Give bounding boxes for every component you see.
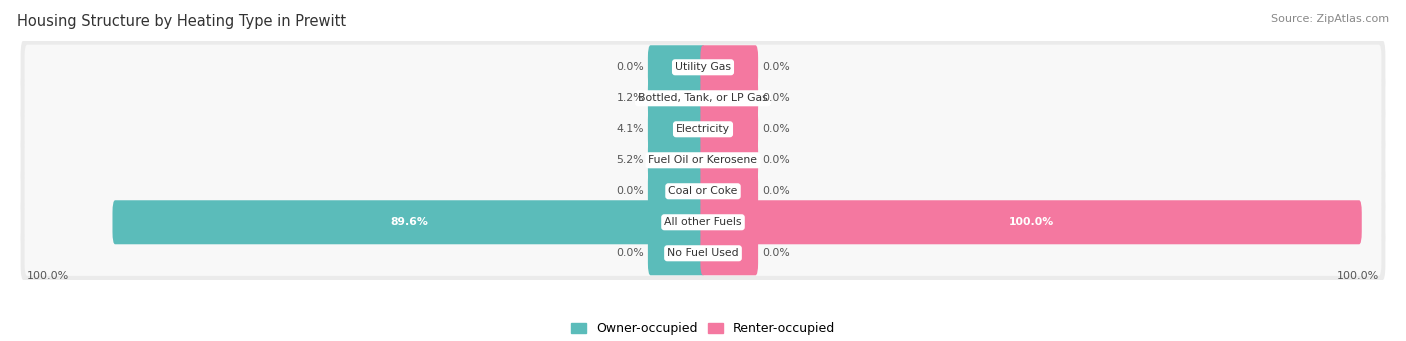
- Text: 0.0%: 0.0%: [762, 62, 790, 72]
- FancyBboxPatch shape: [700, 231, 758, 275]
- FancyBboxPatch shape: [700, 200, 1362, 244]
- FancyBboxPatch shape: [112, 200, 706, 244]
- Text: 5.2%: 5.2%: [616, 155, 644, 165]
- FancyBboxPatch shape: [21, 71, 1385, 125]
- Text: 100.0%: 100.0%: [27, 271, 69, 281]
- FancyBboxPatch shape: [700, 76, 758, 120]
- Legend: Owner-occupied, Renter-occupied: Owner-occupied, Renter-occupied: [567, 317, 839, 340]
- FancyBboxPatch shape: [24, 107, 1382, 152]
- FancyBboxPatch shape: [648, 76, 706, 120]
- FancyBboxPatch shape: [648, 231, 706, 275]
- Text: Coal or Coke: Coal or Coke: [668, 186, 738, 196]
- Text: 1.2%: 1.2%: [616, 93, 644, 103]
- Text: Bottled, Tank, or LP Gas: Bottled, Tank, or LP Gas: [638, 93, 768, 103]
- Text: 0.0%: 0.0%: [616, 248, 644, 258]
- Text: 0.0%: 0.0%: [762, 155, 790, 165]
- FancyBboxPatch shape: [24, 76, 1382, 121]
- Text: 100.0%: 100.0%: [1337, 271, 1379, 281]
- Text: 0.0%: 0.0%: [616, 186, 644, 196]
- FancyBboxPatch shape: [24, 231, 1382, 276]
- FancyBboxPatch shape: [24, 169, 1382, 214]
- FancyBboxPatch shape: [648, 45, 706, 89]
- Text: 0.0%: 0.0%: [616, 62, 644, 72]
- FancyBboxPatch shape: [21, 133, 1385, 188]
- FancyBboxPatch shape: [24, 45, 1382, 90]
- Text: Housing Structure by Heating Type in Prewitt: Housing Structure by Heating Type in Pre…: [17, 14, 346, 29]
- Text: 0.0%: 0.0%: [762, 186, 790, 196]
- FancyBboxPatch shape: [700, 45, 758, 89]
- FancyBboxPatch shape: [21, 226, 1385, 281]
- FancyBboxPatch shape: [21, 195, 1385, 250]
- FancyBboxPatch shape: [700, 169, 758, 213]
- Text: 100.0%: 100.0%: [1008, 217, 1053, 227]
- FancyBboxPatch shape: [21, 102, 1385, 157]
- FancyBboxPatch shape: [21, 40, 1385, 94]
- Text: Fuel Oil or Kerosene: Fuel Oil or Kerosene: [648, 155, 758, 165]
- FancyBboxPatch shape: [700, 138, 758, 182]
- FancyBboxPatch shape: [24, 199, 1382, 245]
- Text: Electricity: Electricity: [676, 124, 730, 134]
- FancyBboxPatch shape: [700, 107, 758, 151]
- Text: 0.0%: 0.0%: [762, 248, 790, 258]
- Text: 0.0%: 0.0%: [762, 124, 790, 134]
- Text: All other Fuels: All other Fuels: [664, 217, 742, 227]
- Text: 89.6%: 89.6%: [389, 217, 427, 227]
- Text: Utility Gas: Utility Gas: [675, 62, 731, 72]
- FancyBboxPatch shape: [21, 164, 1385, 219]
- Text: Source: ZipAtlas.com: Source: ZipAtlas.com: [1271, 14, 1389, 24]
- FancyBboxPatch shape: [648, 138, 706, 182]
- Text: No Fuel Used: No Fuel Used: [668, 248, 738, 258]
- FancyBboxPatch shape: [648, 169, 706, 213]
- Text: 0.0%: 0.0%: [762, 93, 790, 103]
- FancyBboxPatch shape: [24, 138, 1382, 183]
- FancyBboxPatch shape: [648, 107, 706, 151]
- Text: 4.1%: 4.1%: [616, 124, 644, 134]
